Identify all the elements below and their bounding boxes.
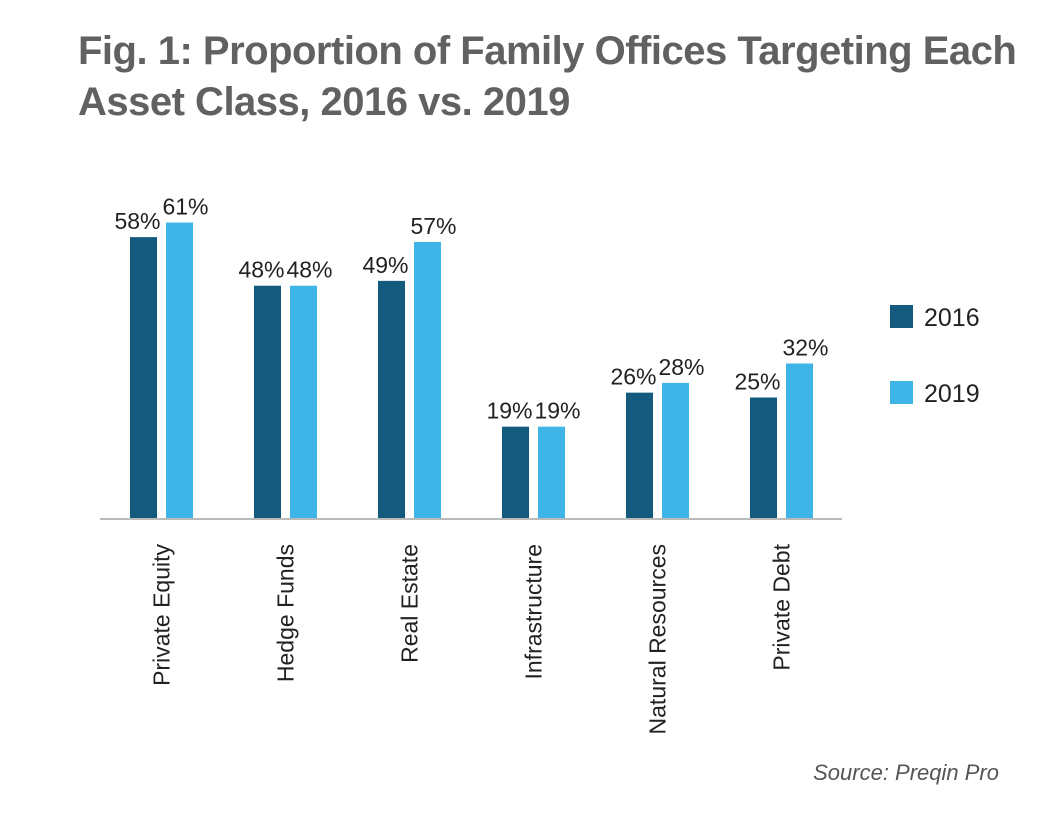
data-label-hedge-funds-2019: 48% — [286, 257, 332, 283]
category-label-hedge-funds: Hedge Funds — [273, 544, 299, 682]
category-label-infrastructure: Infrastructure — [521, 544, 547, 680]
category-label-real-estate: Real Estate — [397, 544, 423, 663]
category-label-private-debt: Private Debt — [769, 543, 795, 670]
data-label-private-debt-2019: 32% — [782, 334, 828, 360]
bar-hedge-funds-2019 — [290, 285, 317, 519]
legend-label-2016: 2016 — [924, 304, 980, 332]
data-label-natural-resources-2016: 26% — [610, 364, 656, 390]
bar-infrastructure-2019 — [538, 426, 565, 519]
bar-natural-resources-2019 — [662, 382, 689, 519]
category-label-private-equity: Private Equity — [149, 544, 175, 686]
legend-label-2019: 2019 — [924, 380, 980, 408]
category-label-natural-resources: Natural Resources — [645, 544, 671, 734]
legend: 2016 2019 — [890, 304, 980, 408]
bar-private-debt-2016 — [750, 397, 777, 519]
data-label-private-equity-2016: 58% — [114, 208, 160, 234]
bar-natural-resources-2016 — [626, 392, 653, 519]
data-label-private-equity-2019: 61% — [162, 194, 208, 220]
source-note: Source: Preqin Pro — [813, 760, 999, 785]
data-label-hedge-funds-2016: 48% — [238, 257, 284, 283]
data-label-infrastructure-2016: 19% — [486, 398, 532, 424]
bar-real-estate-2016 — [378, 280, 405, 519]
data-label-real-estate-2019: 57% — [410, 213, 456, 239]
bar-private-equity-2016 — [130, 237, 157, 519]
legend-swatch-2019 — [890, 381, 913, 404]
data-label-private-debt-2016: 25% — [734, 369, 780, 395]
bar-infrastructure-2016 — [502, 426, 529, 519]
bar-real-estate-2019 — [414, 241, 441, 520]
data-label-real-estate-2016: 49% — [362, 252, 408, 278]
bar-hedge-funds-2016 — [254, 285, 281, 519]
legend-swatch-2016 — [890, 305, 913, 328]
data-label-infrastructure-2019: 19% — [534, 398, 580, 424]
bar-private-equity-2019 — [166, 222, 193, 520]
data-label-natural-resources-2019: 28% — [658, 354, 704, 380]
category-labels: Private Equity Hedge Funds Real Estate Infr… — [149, 543, 795, 734]
bar-private-debt-2019 — [786, 363, 813, 519]
chart-title: Fig. 1: Proportion of Family Offices Tar… — [78, 29, 1017, 124]
bars-layer: 58%61% 48% 48% 49%57% 19% 19% 26% 28% 25%32% — [114, 194, 829, 520]
